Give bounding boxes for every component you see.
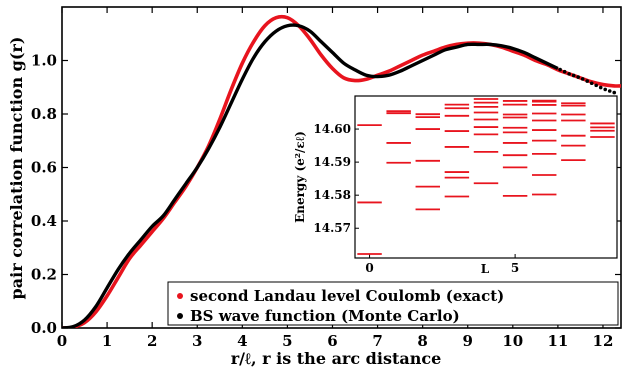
inset-tick-labels: 0 5 14.57 14.58 14.59 14.60 (313, 122, 519, 275)
y-tick-label-4: 0.8 (31, 105, 57, 123)
inset-y-tick-label-3: 14.60 (313, 122, 351, 136)
inset-y-axis-label: Energy (e²/εℓ) (293, 131, 307, 223)
legend: second Landau level Coulomb (exact) BS w… (167, 281, 619, 326)
legend-label-bs: BS wave function (Monte Carlo) (190, 307, 460, 325)
x-tick-label-0: 0 (57, 332, 67, 350)
x-tick-label-5: 5 (282, 332, 292, 350)
bs-tail-dot (589, 81, 594, 86)
bs-tail-dot (571, 73, 576, 78)
x-tick-label-1: 1 (102, 332, 112, 350)
inset-axis-ticks (355, 128, 516, 258)
y-tick-label-0: 0.0 (31, 319, 57, 337)
main-tick-labels: 0 1 2 3 4 5 6 7 8 9 10 11 120.00.20.40.60.81.0 (31, 52, 614, 351)
inset-y-tick-label-0: 14.57 (313, 221, 351, 235)
x-tick-label-11: 11 (547, 332, 568, 350)
inset-y-tick-label-2: 14.59 (313, 155, 351, 169)
series-group-1 (62, 23, 617, 328)
bs-tail-dot (562, 69, 567, 74)
legend-marker-bs (177, 313, 183, 319)
bs-tail-dot (607, 89, 612, 93)
y-tick-label-2: 0.4 (31, 212, 57, 230)
inset-x-tick-label-0: 0 (365, 261, 373, 275)
bs-tail-dot (580, 77, 585, 81)
bs-tail-dot (603, 87, 608, 92)
series-group-0 (62, 14, 621, 328)
bs-tail-dot (567, 72, 571, 76)
legend-box (167, 281, 619, 326)
inset-x-tick-label-1: 5 (511, 261, 519, 275)
inset-plot: 0 5 14.57 14.58 14.59 14.60 L Energy (e²/εℓ) (293, 95, 618, 276)
bs-tail-dot (558, 67, 562, 72)
x-tick-label-3: 3 (192, 332, 202, 350)
x-tick-label-9: 9 (463, 332, 473, 350)
x-tick-label-4: 4 (237, 332, 247, 350)
main-y-axis-label: pair correlation function g(r) (7, 37, 26, 300)
bs-tail-dot (612, 90, 617, 95)
inset-y-tick-label-1: 14.58 (313, 188, 351, 202)
y-tick-label-5: 1.0 (31, 52, 57, 70)
y-tick-label-1: 0.2 (31, 266, 57, 284)
x-tick-label-10: 10 (502, 332, 523, 350)
series-line-exact (62, 14, 621, 328)
legend-marker-exact (177, 293, 183, 299)
bs-tail-dot (598, 85, 603, 90)
inset-x-axis-label: L (481, 262, 490, 276)
main-x-axis-label: r/ℓ, r is the arc distance (231, 349, 442, 368)
x-tick-label-7: 7 (372, 332, 382, 350)
main-series-layer (62, 14, 621, 328)
series-line-bs (62, 23, 559, 328)
x-tick-label-6: 6 (327, 332, 337, 350)
bs-tail-dot (594, 83, 599, 88)
bs-tail-dot (585, 79, 589, 83)
x-tick-label-12: 12 (593, 332, 614, 350)
x-tick-label-8: 8 (417, 332, 427, 350)
bs-tail-dot (576, 75, 580, 79)
inset-frame (354, 95, 618, 259)
legend-label-exact: second Landau level Coulomb (exact) (190, 287, 504, 305)
inset-energy-levels (357, 98, 615, 255)
y-tick-label-3: 0.6 (31, 159, 57, 177)
x-tick-label-2: 2 (147, 332, 157, 350)
